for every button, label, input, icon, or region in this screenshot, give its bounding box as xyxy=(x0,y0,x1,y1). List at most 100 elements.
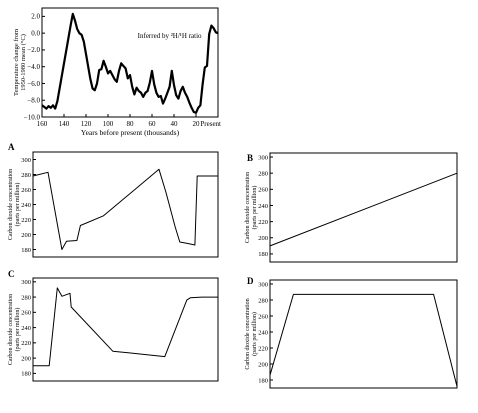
temperature-data-point xyxy=(50,107,51,108)
temperature-data-point xyxy=(72,13,73,14)
temperature-data-point xyxy=(209,33,210,34)
temperature-data-point xyxy=(107,73,108,74)
panel-b-y-tick-label: 200 xyxy=(258,235,268,242)
panel-a-data-point xyxy=(197,175,198,176)
panel-c-y-tick-label: 220 xyxy=(21,340,31,347)
temperature-plot-frame xyxy=(41,7,219,118)
panel-b-y-tick-label: 260 xyxy=(258,187,268,194)
panel-a-y-tick-label: 240 xyxy=(21,202,31,209)
temperature-data-point xyxy=(46,108,47,109)
temperature-data-point xyxy=(184,92,185,93)
panel-c-data-point xyxy=(213,297,214,298)
temperature-data-point xyxy=(127,78,128,79)
temperature-y-axis-label: Temperature change from xyxy=(13,29,20,96)
panel-c-data-point xyxy=(61,296,62,297)
panel-a-y-tick-label: 220 xyxy=(21,217,31,224)
panel-d-label: D xyxy=(247,276,254,286)
temperature-data-point xyxy=(116,81,117,82)
panel-c-data-point xyxy=(201,297,202,298)
panel-a-y-tick-label: 300 xyxy=(21,157,31,164)
temperature-data-point xyxy=(90,79,91,80)
panel-a-data-point xyxy=(165,192,166,193)
temperature-data-point xyxy=(180,90,181,91)
temperature-y-tick-label: −10.0 xyxy=(24,113,41,121)
temperature-x-axis-label: Years before present (thousands) xyxy=(81,128,180,137)
panel-d-data-point xyxy=(293,294,294,295)
temperature-data-point xyxy=(129,75,130,76)
panel-a-data-point xyxy=(201,175,202,176)
panel-d-y-tick-label: 220 xyxy=(258,345,268,352)
panel-d-y-tick-label: 280 xyxy=(258,297,268,304)
panel-c-data-point xyxy=(206,297,207,298)
panel-a-data-point xyxy=(103,215,104,216)
temperature-series-line xyxy=(41,12,219,114)
temperature-data-point xyxy=(88,66,89,67)
temperature-data-point xyxy=(182,86,183,87)
panel-a-data-point xyxy=(215,175,216,176)
temperature-data-point xyxy=(48,106,49,107)
temperature-data-point xyxy=(173,85,174,86)
temperature-data-point xyxy=(52,105,53,106)
panel-a-data-point xyxy=(61,249,62,250)
panel-c-data-point xyxy=(49,365,50,366)
panel-d-data-point xyxy=(433,294,434,295)
temperature-data-point xyxy=(79,33,80,34)
temperature-y-tick-label: −4.0 xyxy=(27,63,40,71)
panel-b-data-point xyxy=(456,173,457,174)
temperature-y-tick-label: 0.0 xyxy=(31,29,40,37)
panel-d-data-point xyxy=(456,386,457,387)
panel-a-y-tick-label: 180 xyxy=(21,247,31,254)
temperature-data-point xyxy=(204,67,205,68)
panel-a-data-point xyxy=(187,243,188,244)
temperature-data-point xyxy=(68,38,69,39)
panel-d-data-point xyxy=(269,375,270,376)
temperature-data-point xyxy=(162,103,163,104)
temperature-data-point xyxy=(136,87,137,88)
panel-a-data-point xyxy=(211,175,212,176)
panel-c-y-axis-label: (parts per million) xyxy=(14,308,21,352)
temperature-data-point xyxy=(200,105,201,106)
temperature-data-point xyxy=(134,94,135,95)
temperature-data-point xyxy=(70,25,71,26)
temperature-x-tick-label: 160 xyxy=(37,120,48,128)
temperature-data-point xyxy=(198,107,199,108)
panel-d-plot-frame xyxy=(269,279,458,389)
temperature-data-point xyxy=(147,90,148,91)
temperature-data-point xyxy=(66,50,67,51)
panel-a-data-point xyxy=(206,175,207,176)
panel-c-y-tick-label: 200 xyxy=(21,355,31,362)
temperature-data-point xyxy=(57,101,58,102)
panel-a-data-point xyxy=(76,240,77,241)
temperature-data-point xyxy=(154,84,155,85)
panel-c-data-point xyxy=(211,297,212,298)
panel-b-y-tick-label: 280 xyxy=(258,170,268,177)
temperature-x-tick-label: 100 xyxy=(103,120,114,128)
panel-b-y-tick-label: 240 xyxy=(258,203,268,210)
panel-c-series-line xyxy=(33,287,218,367)
temperature-data-point xyxy=(195,112,196,113)
temperature-data-point xyxy=(74,20,75,21)
panel-a-data-point xyxy=(179,241,180,242)
panel-a-data-point xyxy=(208,175,209,176)
temperature-x-tick-label: 40 xyxy=(171,120,179,128)
temperature-data-point xyxy=(59,88,60,89)
temperature-data-point xyxy=(132,86,133,87)
panel-c-label: C xyxy=(8,269,15,279)
panel-b-series-line xyxy=(269,172,458,247)
temperature-y-tick-label: 2.0 xyxy=(31,13,40,21)
temperature-data-point xyxy=(217,33,218,34)
panel-c-data-point xyxy=(204,297,205,298)
temperature-x-tick-label: 120 xyxy=(81,120,92,128)
temperature-data-point xyxy=(169,86,170,87)
temperature-data-point xyxy=(110,70,111,71)
temperature-y-tick-label: −6.0 xyxy=(27,80,40,88)
panel-c-y-tick-label: 240 xyxy=(21,325,31,332)
temperature-data-point xyxy=(145,92,146,93)
panel-a-data-point xyxy=(213,175,214,176)
temperature-data-point xyxy=(213,28,214,29)
temperature-data-point xyxy=(189,102,190,103)
temperature-data-point xyxy=(191,107,192,108)
panel-b-y-tick-label: 180 xyxy=(258,251,268,258)
temperature-data-point xyxy=(44,106,45,107)
